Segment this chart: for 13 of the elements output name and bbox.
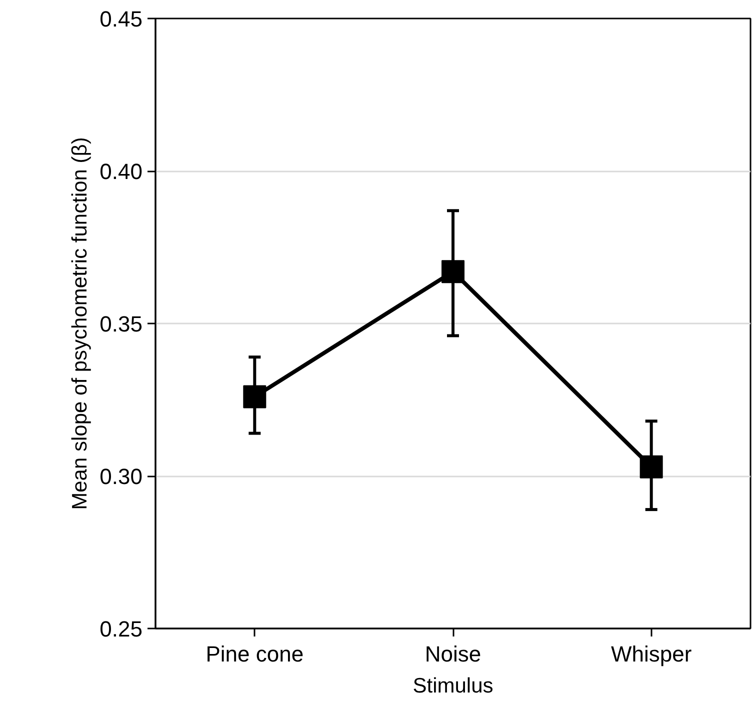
x-tick-label: Whisper — [610, 642, 692, 666]
x-axis-title: Stimulus — [412, 674, 494, 698]
y-tick-label: 0.25 — [100, 616, 143, 642]
point — [243, 385, 266, 408]
y-tick-label: 0.30 — [100, 464, 143, 489]
x-tick-label: Noise — [424, 642, 482, 666]
y-tick-label: 0.45 — [100, 6, 143, 32]
y-axis-title: Mean slope of psychometric function (β) — [68, 137, 92, 510]
point — [442, 260, 464, 284]
point — [640, 455, 663, 478]
y-tick-label: 0.35 — [100, 312, 143, 336]
y-tick-label: 0.40 — [100, 159, 143, 184]
x-tick-label: Pine cone — [206, 642, 304, 666]
